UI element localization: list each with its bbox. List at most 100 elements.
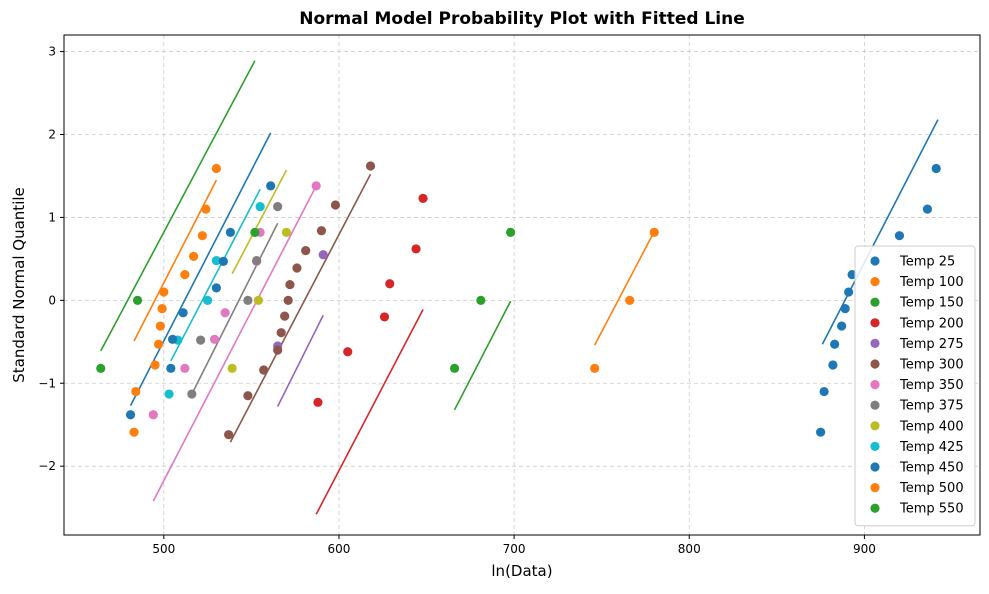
data-point xyxy=(281,227,292,237)
fit-line xyxy=(152,185,317,502)
data-point xyxy=(280,311,290,321)
data-point xyxy=(418,193,428,203)
chart-title: Normal Model Probability Plot with Fitte… xyxy=(299,9,745,29)
fit-line xyxy=(231,169,288,275)
fit-line xyxy=(229,173,372,443)
legend-marker xyxy=(870,421,880,431)
fit-line xyxy=(133,179,218,342)
data-point xyxy=(125,410,136,420)
data-point xyxy=(625,295,635,305)
data-point xyxy=(155,321,165,331)
y-tick-label: 1 xyxy=(48,210,56,224)
legend-marker xyxy=(870,359,880,369)
legend-entry: Temp 425 xyxy=(899,440,964,455)
legend-entry: Temp 25 xyxy=(899,255,955,270)
data-point xyxy=(218,256,228,266)
data-point xyxy=(476,295,486,305)
data-point xyxy=(180,363,190,373)
legend-marker xyxy=(870,400,880,410)
data-point xyxy=(197,231,207,241)
x-tick-label: 500 xyxy=(152,542,175,556)
fit-line xyxy=(129,132,272,407)
data-point xyxy=(210,334,220,344)
fit-line xyxy=(191,222,279,395)
data-point xyxy=(131,386,141,397)
fit-line xyxy=(593,231,655,346)
legend-entry: Temp 350 xyxy=(899,378,964,393)
legend-entry: Temp 100 xyxy=(899,275,964,290)
data-point xyxy=(276,328,286,338)
data-point xyxy=(196,335,206,345)
legend: Temp 25 Temp 100 Temp 150 Temp 200 Temp 275 T… xyxy=(854,245,976,527)
y-tick-label: 2 xyxy=(48,128,56,142)
data-point xyxy=(411,244,421,254)
fit-line xyxy=(453,300,512,411)
y-tick-label: 3 xyxy=(48,45,56,59)
data-point xyxy=(132,295,143,305)
data-point xyxy=(252,255,262,266)
data-point xyxy=(243,295,253,305)
data-point xyxy=(253,295,264,305)
data-point xyxy=(506,227,516,237)
data-point xyxy=(313,397,323,407)
data-point xyxy=(649,227,659,237)
data-point xyxy=(318,250,328,260)
data-point xyxy=(166,363,176,373)
fit-line xyxy=(170,188,261,362)
data-point xyxy=(816,427,826,437)
data-point xyxy=(385,279,395,289)
data-point xyxy=(343,347,353,357)
data-point xyxy=(211,283,221,293)
data-point xyxy=(292,263,302,273)
legend-marker xyxy=(870,441,880,451)
legend-marker xyxy=(870,483,880,493)
data-point xyxy=(828,360,838,370)
y-tick-label: −1 xyxy=(38,376,56,390)
legend-entry: Temp 200 xyxy=(899,316,964,331)
legend-entry: Temp 375 xyxy=(899,399,964,414)
data-point xyxy=(285,279,295,290)
legend-entry: Temp 400 xyxy=(899,419,964,434)
data-point xyxy=(301,245,311,256)
data-point xyxy=(830,339,840,349)
data-point xyxy=(243,391,253,401)
x-tick-label: 600 xyxy=(328,542,351,556)
grid xyxy=(64,35,980,535)
legend-entry: Temp 300 xyxy=(899,358,964,373)
data-point xyxy=(157,304,167,314)
data-points xyxy=(96,161,941,440)
fit-lines xyxy=(100,60,939,515)
data-point xyxy=(311,181,321,191)
data-point xyxy=(129,427,139,437)
data-point xyxy=(259,365,269,375)
data-point xyxy=(283,295,293,305)
legend-entry: Temp 550 xyxy=(899,502,964,517)
legend-marker xyxy=(870,297,880,307)
plot-frame xyxy=(63,34,981,536)
data-point xyxy=(365,161,376,171)
data-point xyxy=(273,202,283,212)
x-tick-label: 900 xyxy=(853,542,876,556)
y-axis-label: Standard Normal Quantile xyxy=(10,187,28,383)
data-point xyxy=(894,231,905,241)
data-point xyxy=(164,389,174,399)
data-point xyxy=(180,270,190,280)
data-point xyxy=(837,321,847,331)
legend-entry: Temp 275 xyxy=(899,337,964,352)
data-point xyxy=(590,363,600,373)
legend-entry: Temp 500 xyxy=(899,481,964,496)
data-point xyxy=(211,255,221,266)
x-tick-label: 800 xyxy=(678,542,701,556)
data-point xyxy=(211,163,221,174)
data-point xyxy=(187,389,197,399)
legend-entry: Temp 150 xyxy=(899,296,964,311)
data-point xyxy=(201,204,211,214)
data-point xyxy=(266,181,276,191)
data-point xyxy=(203,295,213,305)
legend-marker xyxy=(870,380,880,390)
data-point xyxy=(153,339,164,349)
data-point xyxy=(225,227,235,237)
data-point xyxy=(840,304,850,314)
data-point xyxy=(189,251,199,261)
